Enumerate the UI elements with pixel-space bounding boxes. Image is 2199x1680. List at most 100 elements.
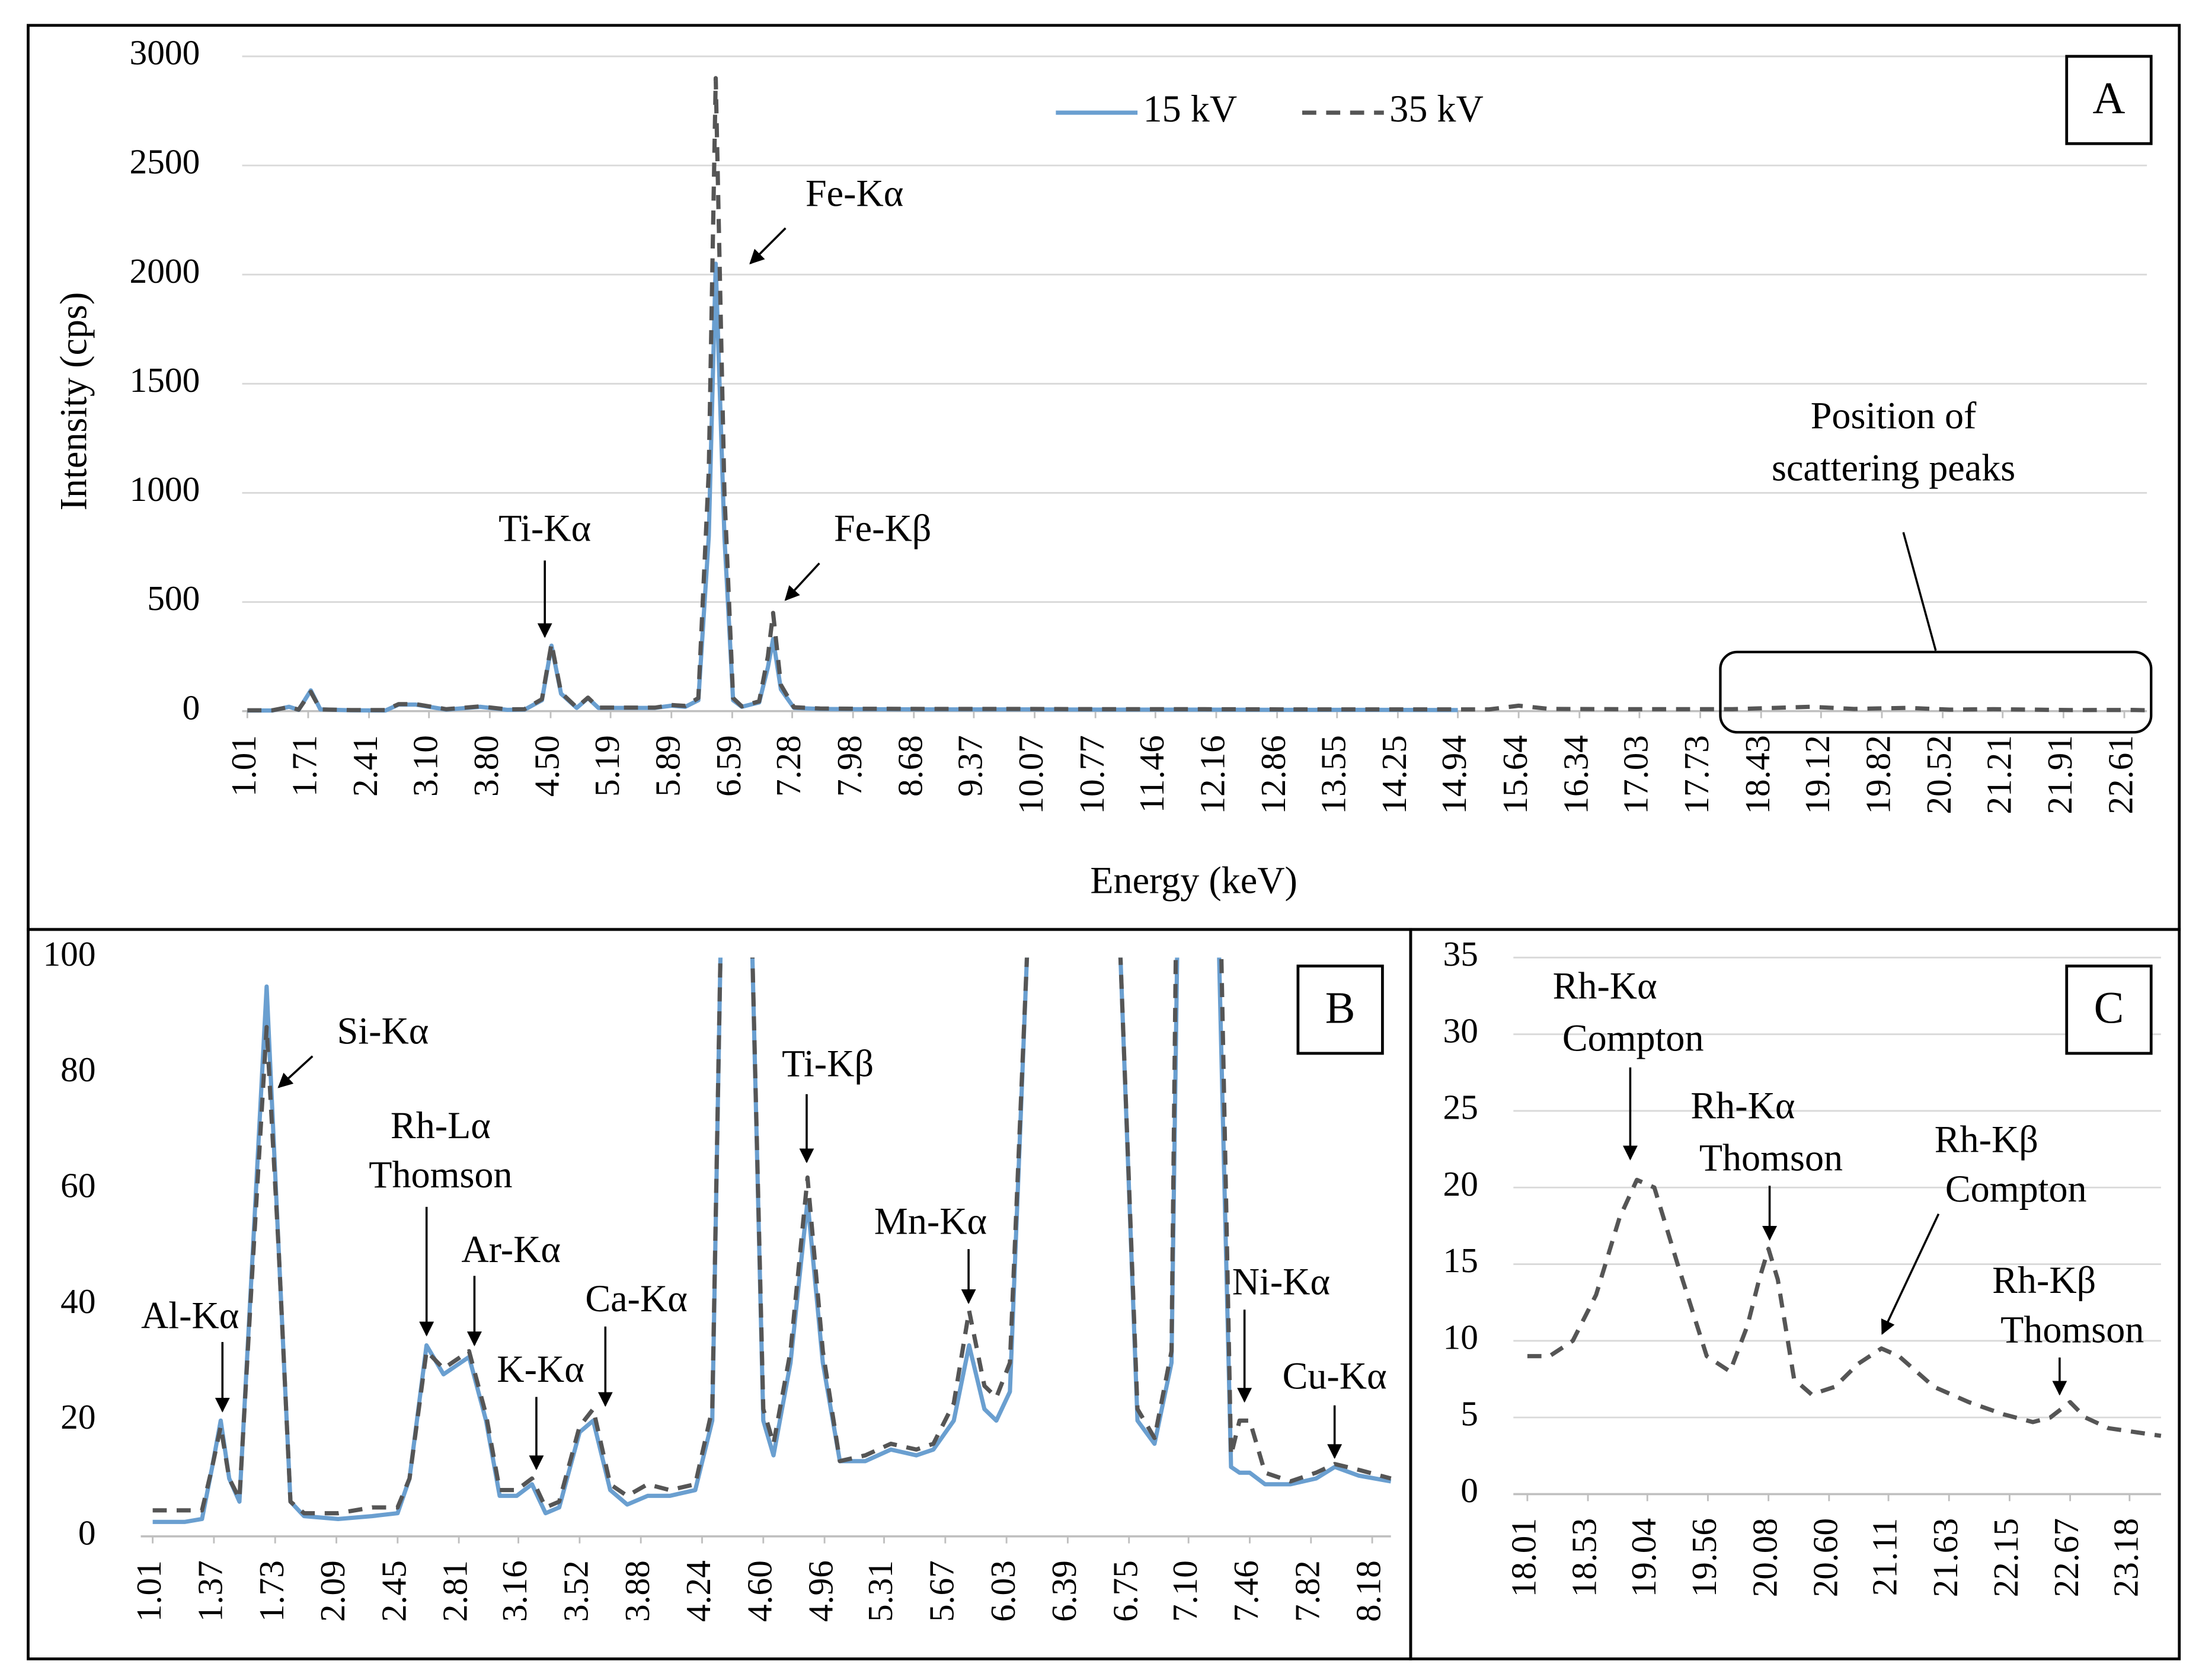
x-tick-label: 10.07 [1011, 735, 1050, 815]
x-tick-label: 14.25 [1375, 735, 1414, 815]
y-tick-label: 25 [1443, 1088, 1478, 1127]
annotation: Rh-Kα [1690, 1085, 1795, 1127]
x-tick-label: 6.75 [1105, 1560, 1145, 1622]
x-tick-label: 8.68 [890, 735, 929, 797]
x-tick-label: 5.89 [648, 735, 687, 797]
x-tick-label: 22.67 [2047, 1518, 2086, 1598]
series-line [1527, 1177, 2162, 1438]
panel-label-box [2065, 964, 2153, 1055]
y-tick-label: 35 [1443, 934, 1478, 973]
x-tick-label: 20.08 [1745, 1518, 1784, 1598]
y-axis-title: Intensity (cps) [52, 292, 94, 511]
y-tick-label: 2500 [130, 142, 200, 181]
x-tick-label: 19.56 [1685, 1518, 1724, 1598]
annotation: Si-Kα [337, 1010, 429, 1052]
y-tick-label: 2000 [130, 251, 200, 290]
scattering-box [1719, 650, 2153, 734]
panel-label-box [1296, 964, 1384, 1055]
x-tick-label: 6.39 [1044, 1560, 1083, 1622]
panel-label-box [2065, 55, 2153, 145]
y-tick-label: 60 [60, 1166, 95, 1205]
x-tick-label: 2.45 [374, 1560, 413, 1622]
series-line [247, 76, 2147, 713]
y-tick-label: 20 [60, 1397, 95, 1436]
x-tick-label: 2.09 [313, 1560, 352, 1622]
x-tick-label: 7.98 [830, 735, 869, 797]
x-tick-label: 2.81 [436, 1560, 475, 1622]
y-tick-label: 0 [183, 688, 200, 727]
annotation-arrow [784, 563, 820, 601]
x-tick-label: 4.24 [679, 1560, 718, 1622]
x-tick-label: 5.19 [587, 735, 627, 797]
x-tick-label: 22.61 [2101, 735, 2140, 815]
x-tick-label: 7.46 [1226, 1560, 1265, 1622]
series-line [247, 261, 1458, 713]
x-tick-label: 6.03 [983, 1560, 1022, 1622]
annotation: Mn-Kα [874, 1200, 987, 1242]
x-tick-label: 19.12 [1798, 735, 1837, 815]
x-tick-label: 1.01 [129, 1560, 168, 1622]
panel-label: A [2093, 74, 2126, 123]
annotation-arrow [1881, 1213, 1940, 1335]
x-tick-label: 2.41 [346, 735, 385, 797]
x-tick-label: 20.60 [1805, 1518, 1845, 1598]
x-tick-label: 19.04 [1624, 1518, 1663, 1598]
annotation: scattering peaks [1772, 447, 2015, 489]
x-tick-label: 1.01 [224, 735, 263, 797]
x-tick-label: 17.73 [1677, 735, 1716, 815]
x-tick-label: 16.34 [1556, 735, 1595, 815]
x-tick-label: 15.64 [1495, 735, 1535, 815]
x-tick-label: 23.18 [2106, 1518, 2145, 1598]
x-tick-label: 21.91 [2040, 735, 2079, 815]
x-tick-label: 3.80 [466, 735, 506, 797]
x-tick-label: 5.67 [922, 1560, 961, 1622]
x-tick-label: 7.10 [1165, 1560, 1204, 1622]
annotation: Al-Kα [141, 1295, 239, 1337]
x-tick-label: 3.16 [495, 1560, 534, 1622]
y-tick-label: 5 [1460, 1394, 1478, 1433]
x-tick-label: 1.71 [285, 735, 324, 797]
x-tick-label: 21.21 [1979, 735, 2018, 815]
x-tick-label: 12.16 [1193, 735, 1232, 815]
y-tick-label: 0 [78, 1513, 96, 1552]
annotation: Rh-Kβ [1992, 1259, 2096, 1301]
x-tick-label: 17.03 [1616, 735, 1655, 815]
y-tick-label: 500 [147, 579, 200, 618]
legend-label: 15 kV [1143, 88, 1238, 130]
annotation: Compton [1945, 1168, 2087, 1210]
x-tick-label: 7.28 [769, 735, 808, 797]
annotation: Thomson [1699, 1137, 1843, 1179]
annotation: Compton [1562, 1017, 1704, 1059]
x-tick-label: 21.63 [1926, 1518, 1965, 1598]
y-tick-label: 100 [43, 934, 95, 973]
y-tick-label: 15 [1443, 1241, 1478, 1280]
annotation-arrow [1902, 532, 1937, 651]
y-tick-label: 30 [1443, 1011, 1478, 1050]
annotation: Fe-Kα [806, 172, 903, 214]
x-tick-label: 21.11 [1865, 1518, 1904, 1596]
x-tick-label: 22.15 [1986, 1518, 2025, 1598]
annotation: Rh-Kα [1553, 965, 1657, 1007]
y-tick-label: 20 [1443, 1164, 1478, 1203]
x-tick-label: 1.73 [252, 1560, 291, 1622]
x-axis-title: Energy (keV) [1090, 860, 1297, 902]
x-tick-label: 13.55 [1313, 735, 1353, 815]
x-tick-label: 10.77 [1072, 735, 1111, 815]
y-tick-label: 0 [1460, 1471, 1478, 1510]
x-tick-label: 4.96 [801, 1560, 840, 1622]
y-tick-label: 1500 [130, 360, 200, 400]
x-tick-label: 18.01 [1504, 1518, 1543, 1598]
annotation: Rh-Kβ [1935, 1119, 2038, 1161]
x-tick-label: 3.10 [405, 735, 445, 797]
x-tick-label: 9.37 [951, 735, 990, 797]
y-tick-label: 40 [60, 1282, 95, 1321]
y-tick-label: 3000 [130, 33, 200, 72]
x-tick-label: 8.18 [1349, 1560, 1388, 1622]
annotation: Rh-Lα [391, 1104, 491, 1146]
series-line [152, 957, 1392, 1516]
annotation: Fe-Kβ [834, 507, 931, 550]
annotation: Ti-Kα [498, 507, 591, 550]
annotation-arrow [749, 227, 787, 264]
annotation: Ni-Kα [1232, 1261, 1330, 1303]
